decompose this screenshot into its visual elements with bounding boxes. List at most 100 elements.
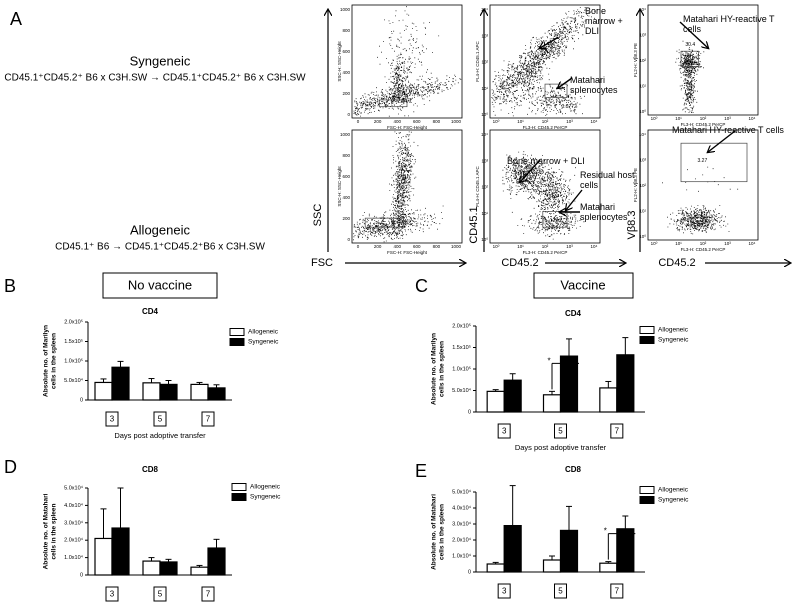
- flow-tick-label: 10⁴: [639, 132, 646, 137]
- y-tick-label: 0: [468, 409, 471, 415]
- y-axis-label: Absolute no. of Matahari: [43, 493, 50, 569]
- y-tick-label: 1.0x10⁴: [452, 552, 472, 559]
- y-tick-label: 1.5x10⁵: [452, 344, 471, 351]
- flow-annotation: Bone marrow + DLI: [585, 6, 623, 36]
- flow-tick-label: 0: [357, 119, 360, 124]
- axis-label: FSC: [311, 257, 333, 269]
- flow-events: [675, 40, 705, 113]
- x-tick-label: 5: [158, 590, 163, 599]
- x-tick-label: 7: [206, 590, 211, 599]
- legend-swatch: [231, 493, 247, 501]
- legend-label: Syngeneic: [248, 339, 279, 346]
- flow-tick-label: 10²: [700, 116, 707, 121]
- x-axis-label: Days post adoptive transfer: [515, 443, 607, 452]
- flow-axis-title: FL3-H: CD45.2 PerCP: [523, 250, 568, 255]
- bar: [599, 387, 618, 413]
- x-tick-label: 5: [558, 587, 563, 596]
- x-tick-label: 3: [502, 427, 507, 436]
- legend-label: Allogeneic: [248, 329, 279, 336]
- legend-swatch: [639, 336, 655, 344]
- group-label: Allogeneic: [130, 222, 190, 237]
- bar: [142, 560, 161, 576]
- flow-events: [491, 7, 599, 117]
- y-tick-label: 2.0x10⁴: [452, 536, 472, 543]
- legend-swatch: [229, 328, 245, 336]
- legend-label: Allogeneic: [658, 487, 689, 494]
- flow-axis-title: FSC-H: FSC-Height: [387, 125, 428, 130]
- y-axis-label: Absolute no. of Marilyn: [43, 325, 50, 397]
- flow-tick-label: 10⁰: [639, 234, 646, 239]
- flow-tick-label: 800: [342, 28, 350, 33]
- flow-tick-label: 10⁴: [749, 241, 756, 246]
- annotation-arrow: [540, 37, 558, 48]
- category-box: [105, 586, 119, 602]
- category-box: [554, 583, 567, 599]
- flow-tick-label: 400: [342, 70, 350, 75]
- y-tick-label: 5.0x10⁴: [64, 484, 84, 491]
- legend-label: Syngeneic: [658, 337, 689, 344]
- flow-tick-label: 10⁴: [749, 116, 756, 121]
- bar: [542, 559, 562, 573]
- y-tick-label: 3.0x10⁴: [64, 519, 84, 526]
- y-tick-label: 1.0x10⁵: [64, 357, 83, 364]
- flow-tick-label: 200: [374, 119, 382, 124]
- bar: [616, 528, 635, 573]
- bar: [111, 527, 130, 576]
- bar: [503, 524, 522, 573]
- flow-tick-label: 10²: [542, 244, 549, 249]
- flow-tick-label: 10⁴: [481, 132, 488, 137]
- flow-tick-label: 10⁰: [651, 241, 658, 246]
- flow-tick-label: 10¹: [517, 244, 524, 249]
- significance-label: *: [547, 356, 550, 365]
- legend-swatch: [231, 483, 247, 491]
- flow-axis-title: SSC-H: SSC-Height: [337, 166, 342, 207]
- flow-tick-label: 1000: [340, 7, 351, 12]
- x-tick-label: 7: [615, 587, 620, 596]
- bar: [190, 383, 209, 401]
- axis-label: Vβ8.3: [626, 211, 638, 240]
- flow-axes: [328, 10, 790, 263]
- bar: [486, 563, 505, 573]
- flow-tick-label: 10⁰: [481, 237, 488, 242]
- axis-label: SSC: [312, 204, 324, 227]
- flow-tick-label: 0: [357, 244, 360, 249]
- axis-label: CD45.2: [501, 257, 538, 269]
- flow-annotation: Matahari HY-reactive T cells: [672, 125, 784, 135]
- y-tick-label: 3.0x10⁴: [452, 520, 472, 527]
- x-tick-label: 5: [158, 415, 163, 424]
- y-tick-label: 2.0x10⁴: [64, 537, 84, 544]
- x-tick-label: 3: [110, 415, 115, 424]
- flow-axis-title: FL3-H: CD45.2 PerCP: [681, 122, 726, 127]
- flow-tick-label: 1000: [340, 132, 351, 137]
- flow-tick-label: 600: [342, 174, 350, 179]
- y-tick-label: 0: [468, 569, 471, 575]
- flow-tick-label: 10²: [639, 183, 646, 188]
- significance-label: *: [604, 527, 607, 536]
- y-tick-label: 5.0x10⁴: [452, 387, 472, 394]
- gate-value: 34.3: [402, 98, 412, 104]
- legend-swatch: [639, 326, 655, 334]
- condition-box: [533, 272, 634, 299]
- flow-plot-frame: [489, 4, 601, 119]
- flow-tick-label: 10³: [481, 158, 488, 163]
- y-axis-label: cells in the spleen: [439, 504, 446, 560]
- flow-gate: [379, 99, 408, 108]
- flow-tick-label: 10⁴: [639, 7, 646, 12]
- flow-annotation: Bone marrow + DLI: [507, 156, 585, 166]
- axis-label: CD45.2: [658, 257, 695, 269]
- bar: [94, 537, 113, 576]
- flow-tick-label: 10⁰: [651, 116, 658, 121]
- flow-tick-label: 400: [393, 244, 401, 249]
- axis-label: CD45.1: [468, 206, 480, 243]
- condition-label: No vaccine: [128, 277, 192, 292]
- y-tick-label: 0: [80, 572, 83, 578]
- y-tick-label: 1.5x10⁵: [64, 338, 83, 345]
- category-box: [610, 583, 624, 599]
- flow-tick-label: 10¹: [639, 84, 646, 89]
- flow-tick-label: 800: [342, 153, 350, 158]
- legend-swatch: [639, 486, 655, 494]
- flow-gate: [544, 83, 568, 99]
- legend-label: Allogeneic: [658, 327, 689, 334]
- x-tick-label: 5: [558, 427, 563, 436]
